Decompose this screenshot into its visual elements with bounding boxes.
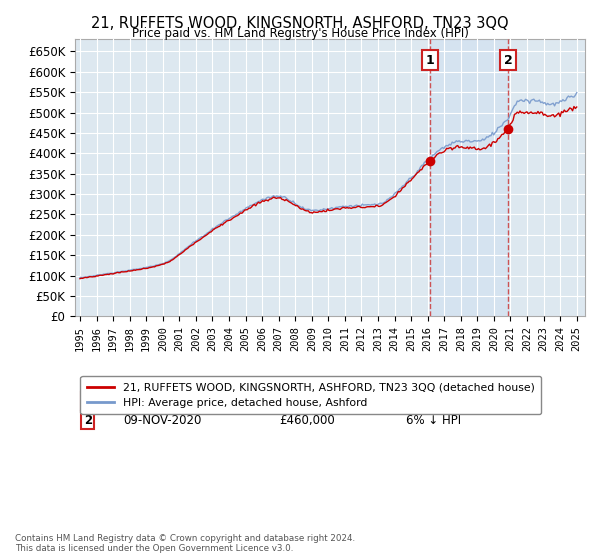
Text: £460,000: £460,000 — [279, 414, 335, 427]
Text: 1: 1 — [83, 394, 92, 408]
Text: Price paid vs. HM Land Registry's House Price Index (HPI): Price paid vs. HM Land Registry's House … — [131, 27, 469, 40]
Text: Contains HM Land Registry data © Crown copyright and database right 2024.
This d: Contains HM Land Registry data © Crown c… — [15, 534, 355, 553]
Text: £380,000: £380,000 — [279, 394, 335, 408]
Text: 12-FEB-2016: 12-FEB-2016 — [124, 394, 199, 408]
Legend: 21, RUFFETS WOOD, KINGSNORTH, ASHFORD, TN23 3QQ (detached house), HPI: Average p: 21, RUFFETS WOOD, KINGSNORTH, ASHFORD, T… — [80, 376, 541, 414]
Text: 2% ↓ HPI: 2% ↓ HPI — [407, 394, 461, 408]
Bar — [430, 39, 508, 316]
Text: 2: 2 — [83, 414, 92, 427]
Text: 1: 1 — [425, 54, 434, 67]
Text: 6% ↓ HPI: 6% ↓ HPI — [407, 414, 461, 427]
Text: 2: 2 — [504, 54, 512, 67]
Text: 09-NOV-2020: 09-NOV-2020 — [124, 414, 202, 427]
Text: 21, RUFFETS WOOD, KINGSNORTH, ASHFORD, TN23 3QQ: 21, RUFFETS WOOD, KINGSNORTH, ASHFORD, T… — [91, 16, 509, 31]
